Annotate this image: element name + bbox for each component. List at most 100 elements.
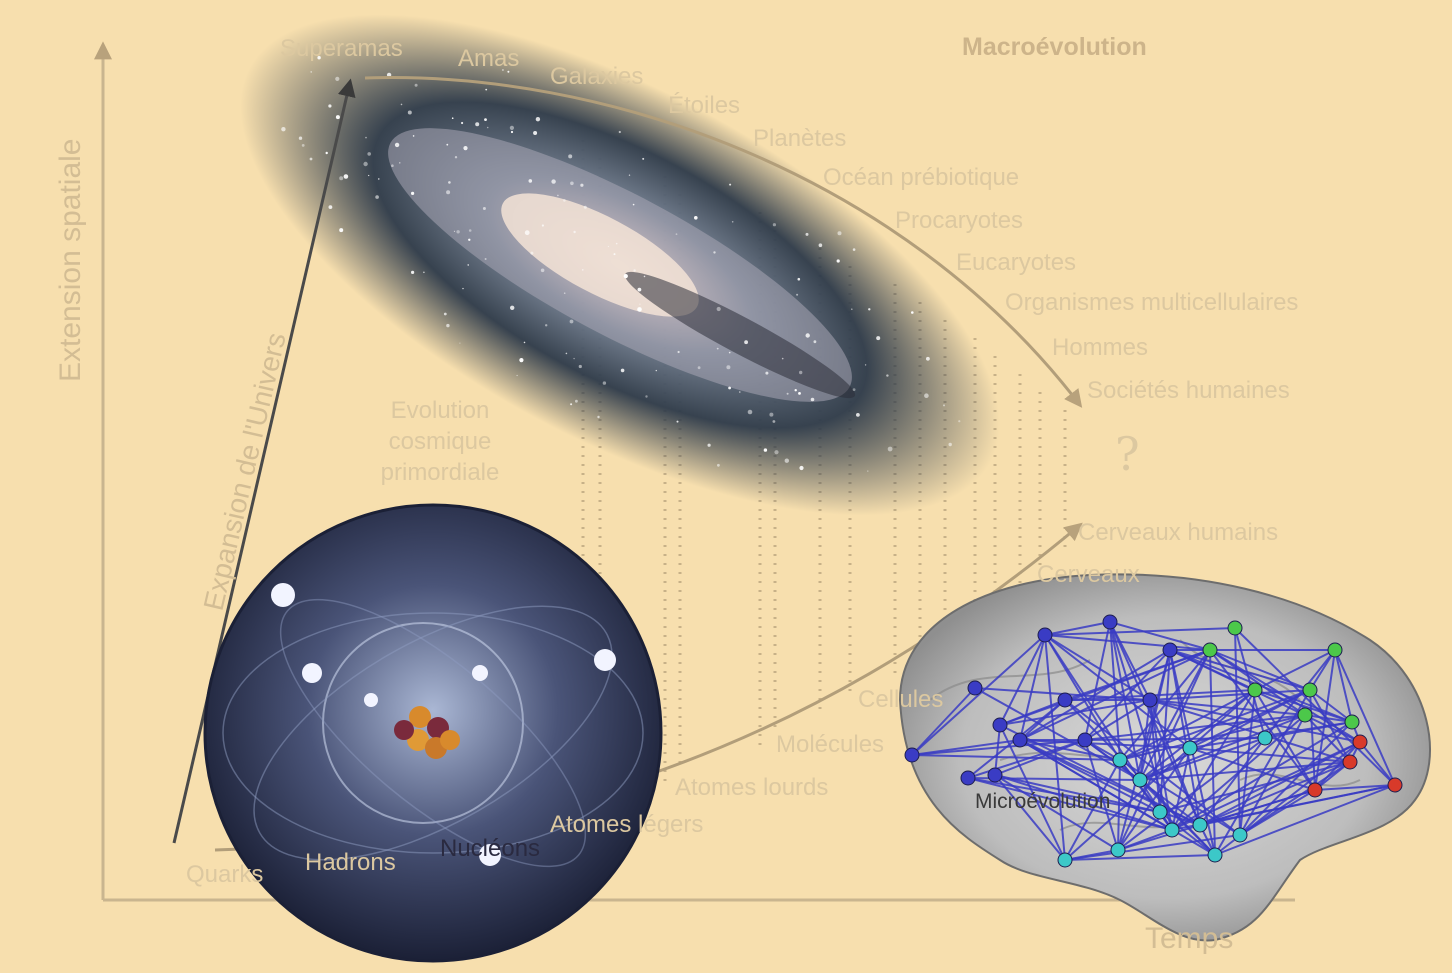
network-edge xyxy=(1064,699,1241,836)
label-galaxies: Galaxies xyxy=(550,63,643,90)
galaxy-star xyxy=(731,221,734,223)
network-edge xyxy=(1169,649,1201,826)
galaxy-star xyxy=(530,251,534,255)
galaxy-star xyxy=(443,312,447,316)
network-node xyxy=(1302,682,1318,698)
galaxy-star xyxy=(728,386,731,390)
galaxy-star xyxy=(613,253,616,256)
galaxy-star xyxy=(446,323,450,328)
network-edge xyxy=(999,699,1066,726)
galaxy-star xyxy=(399,162,401,164)
galaxy-star xyxy=(837,231,842,236)
network-node xyxy=(1164,822,1180,838)
network-edge xyxy=(1064,759,1121,861)
galaxy-star xyxy=(836,259,840,263)
galaxy-star xyxy=(637,307,642,312)
network-node xyxy=(1387,777,1403,793)
galaxy-star xyxy=(797,277,801,281)
galaxy-star xyxy=(772,420,776,423)
network-edge xyxy=(1314,649,1336,791)
network-node xyxy=(1342,754,1358,770)
network-node xyxy=(1037,627,1053,643)
network-edge xyxy=(1084,699,1151,741)
network-edge xyxy=(1334,649,1396,786)
network-edge xyxy=(1139,737,1266,781)
galaxy-star xyxy=(468,229,472,232)
network-node xyxy=(987,767,1003,783)
network-edge xyxy=(1117,759,1121,851)
galaxy-star xyxy=(716,306,721,312)
expansion-line xyxy=(172,78,356,844)
galaxy-star xyxy=(325,151,328,155)
galaxy-star xyxy=(510,130,514,134)
network-edge xyxy=(1064,649,1211,701)
brain-image xyxy=(898,573,1431,942)
network-edge xyxy=(1139,699,1151,781)
galaxy-star xyxy=(676,420,679,423)
galaxy-star xyxy=(852,248,856,251)
galaxy-star xyxy=(637,287,642,292)
galaxy-star xyxy=(467,264,469,266)
network-edge xyxy=(1149,699,1306,716)
galaxy-star xyxy=(328,104,332,108)
galaxy-star xyxy=(774,450,779,455)
galaxy-star xyxy=(394,142,400,148)
network-edge xyxy=(911,754,1121,761)
network-node xyxy=(1057,852,1073,868)
network-edge xyxy=(911,739,1086,756)
network-node xyxy=(1327,642,1343,658)
network-edge xyxy=(911,687,976,756)
network-edge xyxy=(999,634,1046,726)
galaxy-star xyxy=(607,245,610,248)
galaxy-star xyxy=(799,465,804,471)
galaxy-star xyxy=(411,270,415,274)
label-societes-humaines: Sociétés humaines xyxy=(1087,377,1290,404)
label-microevolution: Microévolution xyxy=(975,790,1110,813)
question-mark: ? xyxy=(1115,427,1140,481)
network-node xyxy=(1182,740,1198,756)
network-edge xyxy=(1117,829,1173,851)
galaxy-star xyxy=(568,154,573,159)
network-edge xyxy=(1334,649,1353,723)
galaxy-star xyxy=(339,228,344,233)
galaxy-star xyxy=(958,420,961,423)
network-edge xyxy=(1149,699,1361,743)
galaxy-star xyxy=(813,340,817,344)
galaxy-star xyxy=(386,72,392,78)
network-edge xyxy=(1234,627,1396,786)
galaxy-star xyxy=(868,308,871,311)
network-edge xyxy=(1209,649,1311,691)
galaxy-star xyxy=(475,122,480,127)
galaxy-star xyxy=(744,340,748,345)
network-node xyxy=(1142,692,1158,708)
galaxy-star xyxy=(602,381,607,385)
network-node xyxy=(1257,730,1273,746)
network-edge xyxy=(1314,784,1396,791)
network-edge xyxy=(1084,739,1119,851)
network-node xyxy=(1207,847,1223,863)
galaxy-star xyxy=(569,319,574,324)
label-atomes-lourds: Atomes lourds xyxy=(675,774,828,801)
galaxy-star xyxy=(580,183,584,187)
network-node xyxy=(1077,732,1093,748)
galaxy-star xyxy=(545,324,548,327)
galaxy-star xyxy=(717,463,720,467)
diagram-title: Macroévolution xyxy=(962,33,1147,61)
network-edge xyxy=(1264,721,1353,739)
network-node xyxy=(1227,620,1243,636)
galaxy-star xyxy=(926,356,930,361)
network-node xyxy=(967,680,983,696)
galaxy-star xyxy=(763,448,768,452)
galaxy-star xyxy=(784,458,789,463)
galaxy-star xyxy=(301,144,305,147)
network-edge xyxy=(1044,621,1111,636)
galaxy-star xyxy=(639,303,641,305)
galaxy-star xyxy=(565,352,568,355)
galaxy-star xyxy=(628,174,631,176)
galaxy-star xyxy=(573,230,576,234)
network-node xyxy=(1057,692,1073,708)
label-cerveaux: Cerveaux xyxy=(1037,561,1140,588)
galaxy-star xyxy=(887,446,893,452)
